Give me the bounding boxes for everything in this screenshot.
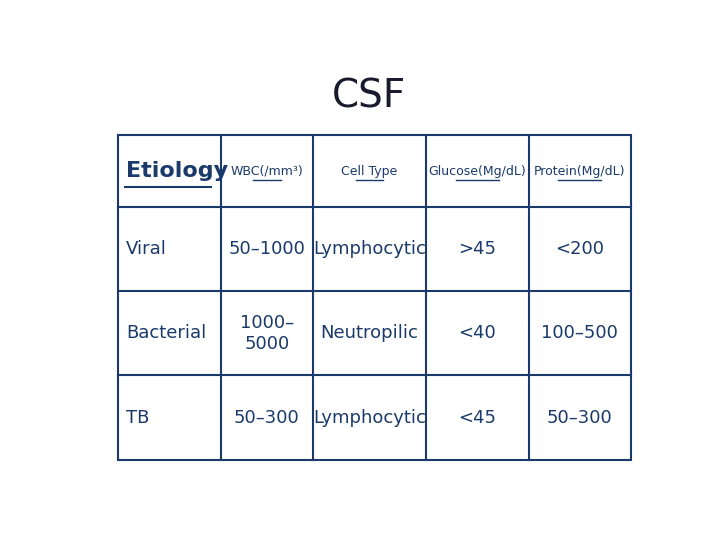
Text: Lymphocytic: Lymphocytic	[313, 409, 426, 427]
Text: 100–500: 100–500	[541, 325, 618, 342]
Text: 1000–
5000: 1000– 5000	[240, 314, 294, 353]
Text: 50–1000: 50–1000	[228, 240, 305, 258]
Text: <200: <200	[555, 240, 604, 258]
Text: Glucose(Mg/dL): Glucose(Mg/dL)	[428, 165, 526, 178]
Text: Viral: Viral	[126, 240, 167, 258]
Text: CSF: CSF	[332, 77, 406, 115]
Text: <40: <40	[459, 325, 496, 342]
Text: Protein(Mg/dL): Protein(Mg/dL)	[534, 165, 626, 178]
Text: Bacterial: Bacterial	[126, 325, 207, 342]
Text: Cell Type: Cell Type	[341, 165, 397, 178]
Text: WBC(/mm³): WBC(/mm³)	[230, 165, 303, 178]
Text: TB: TB	[126, 409, 150, 427]
Text: <45: <45	[458, 409, 496, 427]
Text: Etiology: Etiology	[126, 161, 228, 181]
Text: Neutropilic: Neutropilic	[320, 325, 418, 342]
Text: >45: >45	[458, 240, 496, 258]
Text: Lymphocytic: Lymphocytic	[313, 240, 426, 258]
Text: 50–300: 50–300	[234, 409, 300, 427]
Text: 50–300: 50–300	[547, 409, 613, 427]
